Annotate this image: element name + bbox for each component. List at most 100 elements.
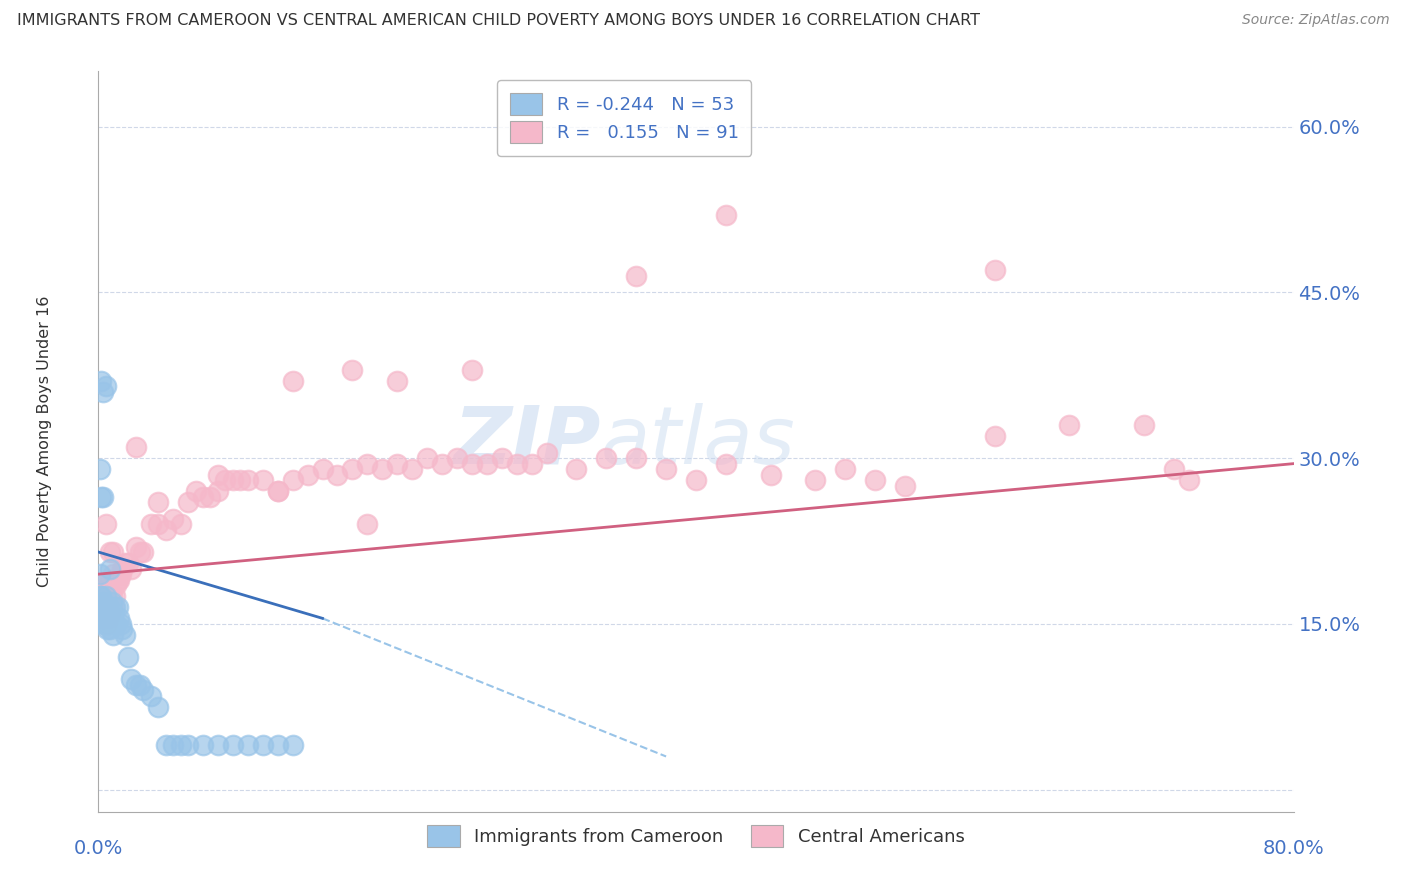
Point xyxy=(129,678,152,692)
Point xyxy=(101,589,124,603)
Point xyxy=(90,611,112,625)
Point xyxy=(685,473,707,487)
Point xyxy=(162,512,184,526)
Point xyxy=(120,561,142,575)
Point xyxy=(125,440,148,454)
Text: Child Poverty Among Boys Under 16: Child Poverty Among Boys Under 16 xyxy=(37,296,52,587)
Point xyxy=(110,567,132,582)
Point xyxy=(984,263,1007,277)
Point xyxy=(416,451,439,466)
Point xyxy=(139,517,162,532)
Point xyxy=(117,556,139,570)
Point xyxy=(94,611,117,625)
Point xyxy=(229,473,252,487)
Point xyxy=(385,374,409,388)
Point xyxy=(94,379,117,393)
Point xyxy=(155,523,177,537)
Point xyxy=(91,600,114,615)
Point xyxy=(148,495,170,509)
Point xyxy=(267,484,290,499)
Point xyxy=(342,462,364,476)
Point xyxy=(461,457,484,471)
Point xyxy=(281,473,304,487)
Point xyxy=(110,616,132,631)
Point xyxy=(98,561,122,575)
Point xyxy=(125,540,148,554)
Point xyxy=(865,473,887,487)
Point xyxy=(125,678,148,692)
Point xyxy=(101,595,124,609)
Point xyxy=(222,739,245,753)
Point xyxy=(90,578,112,592)
Point xyxy=(89,462,111,476)
Point xyxy=(371,462,394,476)
Point xyxy=(105,578,128,592)
Point xyxy=(91,490,114,504)
Point xyxy=(191,490,214,504)
Point xyxy=(94,606,117,620)
Point xyxy=(356,517,378,532)
Point xyxy=(93,611,115,625)
Point xyxy=(94,616,117,631)
Point xyxy=(252,739,274,753)
Point xyxy=(108,611,131,625)
Point xyxy=(104,600,127,615)
Point xyxy=(655,462,678,476)
Point xyxy=(177,739,200,753)
Point xyxy=(984,429,1007,443)
Point xyxy=(117,650,139,665)
Point xyxy=(98,623,122,637)
Point xyxy=(222,473,245,487)
Point xyxy=(96,623,118,637)
Point xyxy=(120,672,142,686)
Point xyxy=(105,616,128,631)
Point xyxy=(252,473,274,487)
Point xyxy=(93,600,115,615)
Point xyxy=(207,467,229,482)
Point xyxy=(385,457,409,471)
Point xyxy=(97,589,120,603)
Point xyxy=(97,611,120,625)
Point xyxy=(491,451,513,466)
Point xyxy=(177,495,200,509)
Point xyxy=(148,517,170,532)
Point xyxy=(236,473,259,487)
Text: 0.0%: 0.0% xyxy=(73,839,124,858)
Point xyxy=(93,616,115,631)
Point xyxy=(401,462,423,476)
Point xyxy=(267,484,290,499)
Legend: Immigrants from Cameroon, Central Americans: Immigrants from Cameroon, Central Americ… xyxy=(420,818,972,855)
Point xyxy=(90,490,112,504)
Point xyxy=(97,616,120,631)
Point xyxy=(626,268,648,283)
Point xyxy=(207,484,229,499)
Point xyxy=(91,611,114,625)
Point xyxy=(281,739,304,753)
Point xyxy=(342,362,364,376)
Point xyxy=(90,611,112,625)
Point xyxy=(103,628,125,642)
Point xyxy=(595,451,617,466)
Point xyxy=(297,467,319,482)
Point xyxy=(1178,473,1201,487)
Point xyxy=(1059,417,1081,432)
Point xyxy=(96,616,118,631)
Point xyxy=(169,739,191,753)
Point xyxy=(714,457,737,471)
Point xyxy=(1163,462,1185,476)
Point xyxy=(98,606,122,620)
Point xyxy=(1133,417,1156,432)
Point xyxy=(103,545,125,559)
Point xyxy=(108,573,131,587)
Point xyxy=(90,374,112,388)
Point xyxy=(162,739,184,753)
Point xyxy=(191,739,214,753)
Point xyxy=(94,517,117,532)
Point xyxy=(132,683,155,698)
Point xyxy=(430,457,453,471)
Point xyxy=(311,462,333,476)
Point xyxy=(111,561,134,575)
Point xyxy=(139,689,162,703)
Point xyxy=(98,545,122,559)
Point xyxy=(107,600,129,615)
